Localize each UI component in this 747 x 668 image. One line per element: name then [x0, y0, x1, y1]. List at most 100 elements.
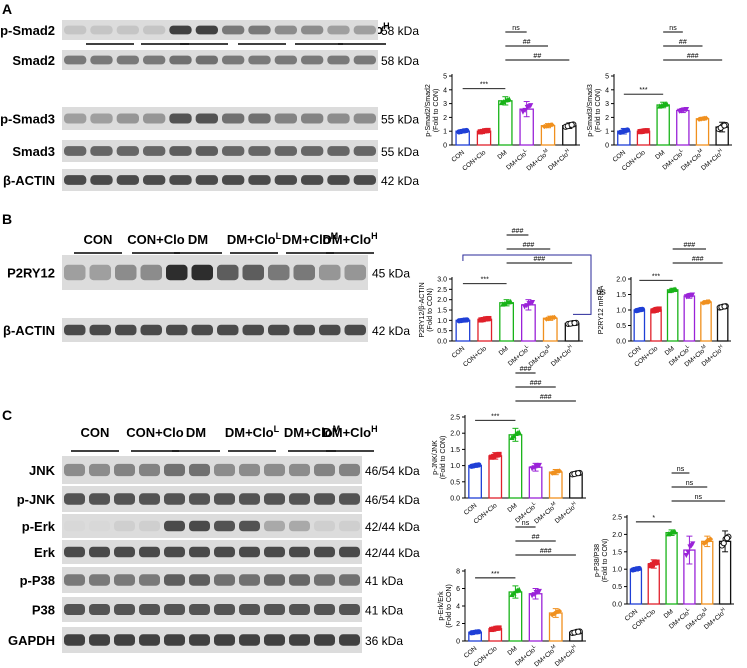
data-point	[720, 540, 727, 547]
blot-band	[239, 634, 260, 646]
blot-band	[115, 264, 137, 281]
blot-protein-label: Smad3	[12, 144, 55, 159]
blot-band	[89, 604, 110, 615]
y-axis-label: p-Erk/Erk	[438, 591, 445, 621]
blot-band	[239, 493, 260, 505]
y-tick-label: 0.5	[450, 479, 460, 486]
blot-band	[314, 546, 335, 558]
blot-band	[353, 146, 376, 156]
y-tick-label: 2.5	[612, 515, 622, 522]
blot-band	[143, 146, 166, 156]
blot-protein-label: p-JNK	[17, 492, 56, 507]
y-tick-label: 2	[443, 115, 447, 122]
bar	[633, 309, 646, 342]
data-point	[703, 539, 709, 545]
blot-band	[115, 324, 137, 336]
blot-band	[314, 634, 335, 646]
bar	[676, 109, 690, 146]
blot-band	[289, 493, 310, 505]
y-axis-label: (Fold to CON)	[602, 539, 609, 583]
blot-band	[248, 25, 271, 35]
data-point	[705, 299, 711, 305]
blot-band	[222, 175, 245, 185]
blot-band	[222, 55, 245, 65]
blot-band	[339, 520, 360, 532]
blot-band	[239, 463, 260, 477]
blot-strip	[62, 255, 368, 290]
blot-band	[339, 546, 360, 558]
data-point	[491, 626, 497, 632]
blot-strip	[62, 486, 362, 512]
blot-group-label: DM+CloH	[322, 231, 377, 247]
blot-band	[114, 463, 135, 477]
blot-band	[217, 324, 239, 336]
data-point	[575, 628, 582, 635]
y-tick-label: 0	[456, 639, 460, 646]
blot-group-label: CON+Clo	[126, 425, 183, 440]
blot-band	[339, 493, 360, 505]
data-point	[494, 625, 501, 631]
significance-label: ###	[520, 366, 532, 373]
blot-protein-label: β-ACTIN	[3, 173, 55, 188]
bar	[548, 471, 563, 499]
blot-kda-label: 41 kDa	[365, 574, 403, 588]
data-point	[524, 303, 530, 309]
blot-strip	[62, 318, 368, 342]
blot-band	[143, 55, 166, 65]
blot-band	[164, 634, 185, 646]
data-point	[501, 98, 507, 105]
blot-kda-label: 42/44 kDa	[365, 546, 420, 560]
y-axis-label: p-Smad2/Smad2	[425, 84, 432, 137]
blot-band	[248, 55, 271, 65]
data-point	[655, 306, 661, 312]
y-tick-label: 0	[443, 143, 447, 150]
bar	[716, 306, 729, 342]
blot-band	[143, 175, 166, 185]
blot-band	[189, 493, 210, 505]
y-tick-label: 2.0	[616, 277, 626, 284]
blot-band	[169, 113, 192, 124]
blot-band	[189, 520, 210, 532]
significance-label: ###	[523, 242, 535, 249]
blot-band	[64, 463, 85, 477]
y-tick-label: 1.5	[437, 308, 447, 315]
data-point	[698, 116, 704, 122]
blot-band	[339, 463, 360, 477]
blot-band	[164, 604, 185, 615]
y-tick-label: 1.0	[616, 308, 626, 315]
blot-band	[222, 113, 245, 124]
y-tick-label: 0	[605, 143, 609, 150]
significance-label: ###	[540, 548, 552, 555]
blot-band	[166, 264, 188, 281]
blot-band	[139, 546, 160, 558]
x-tick-label: DM	[663, 608, 675, 620]
bar	[569, 473, 583, 499]
y-tick-label: 3.0	[437, 277, 447, 284]
y-tick-label: 2.5	[437, 287, 447, 294]
y-tick-label: 0.0	[616, 339, 626, 346]
y-tick-label: 2	[456, 621, 460, 628]
data-point	[526, 104, 532, 110]
data-point	[659, 102, 665, 109]
data-point	[474, 462, 480, 468]
blot-kda-label: 45 kDa	[372, 267, 410, 281]
blot-band	[327, 55, 350, 65]
blot-band	[90, 175, 113, 185]
blot-band	[139, 493, 160, 505]
blot-kda-label: 42/44 kDa	[365, 520, 420, 534]
x-tick-label: DM+CloM	[524, 148, 551, 173]
blot-band	[289, 574, 310, 586]
blot-band	[189, 463, 210, 477]
significance-label: ##	[679, 39, 687, 46]
blot-band	[289, 604, 310, 615]
blot-band	[274, 25, 297, 35]
data-point	[479, 128, 486, 135]
blot-band	[139, 634, 160, 646]
blot-band	[191, 324, 213, 336]
bar	[542, 317, 558, 342]
data-point	[531, 465, 537, 471]
blot-band	[64, 520, 85, 532]
data-point	[688, 292, 694, 298]
blot-band	[274, 113, 297, 124]
blot-band	[169, 175, 192, 185]
